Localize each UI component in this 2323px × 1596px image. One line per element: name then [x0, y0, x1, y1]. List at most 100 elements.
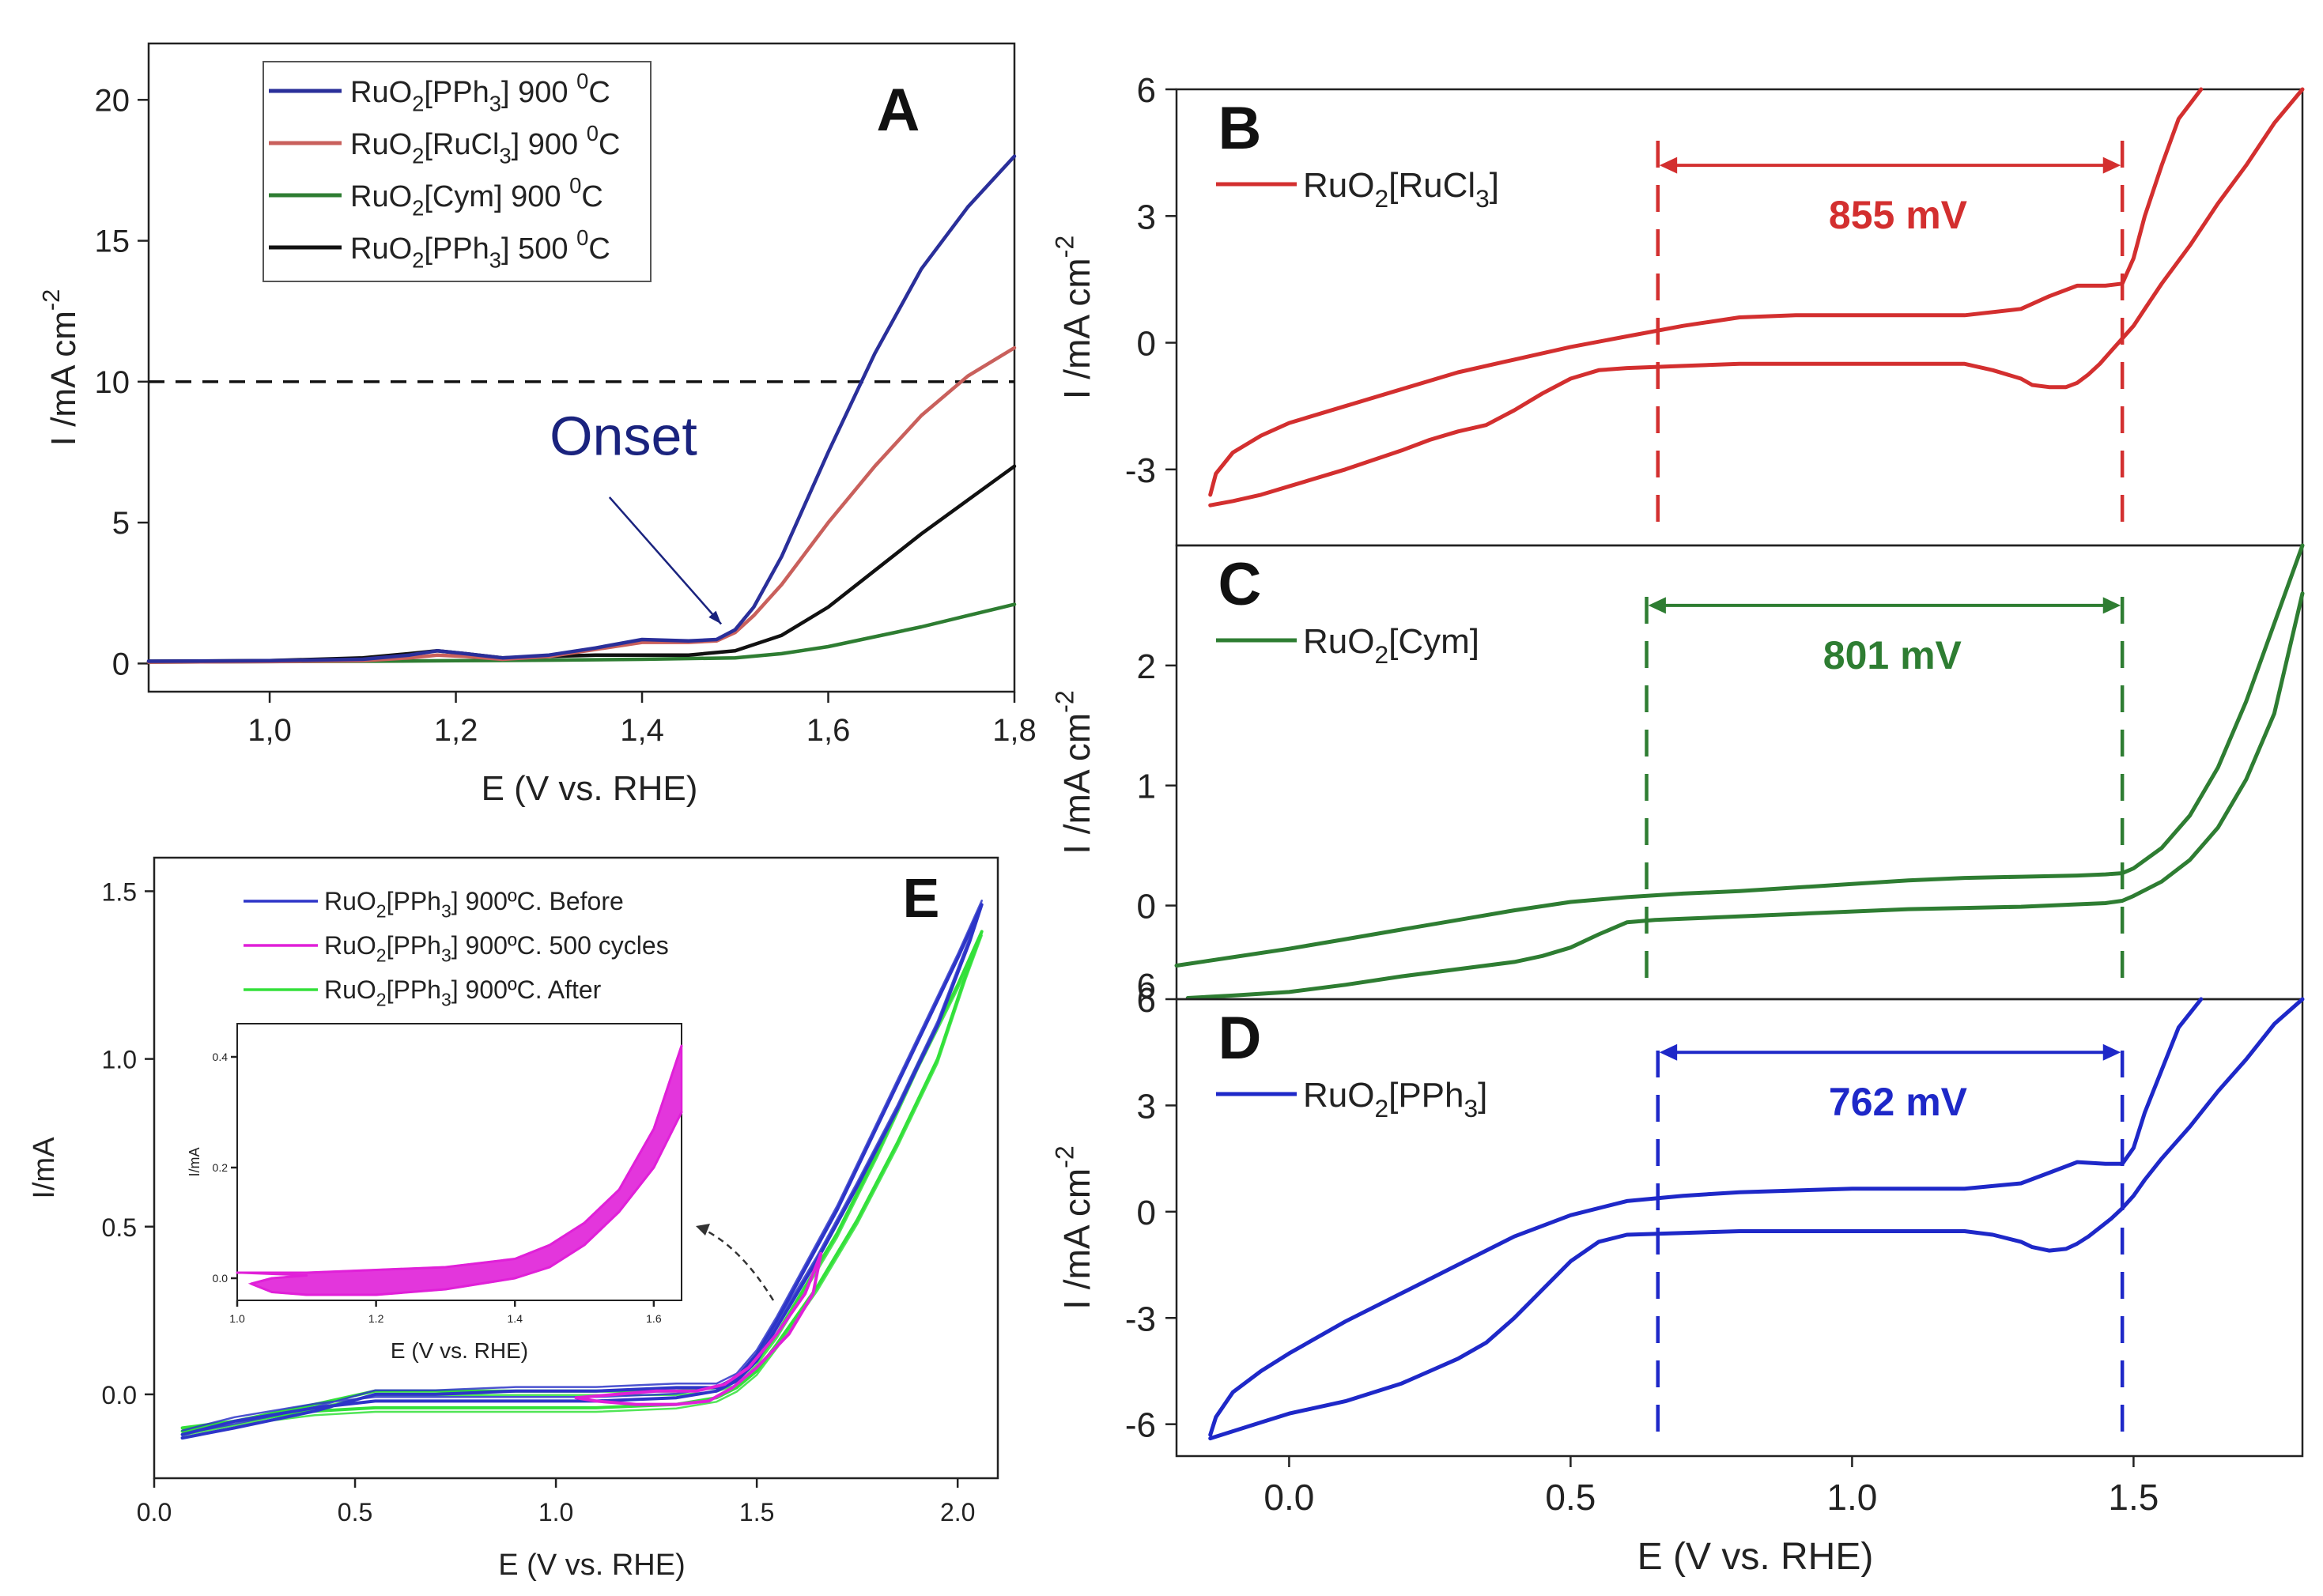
- series-line: [146, 464, 1017, 663]
- y-tick-label: 2: [1137, 647, 1156, 686]
- y-tick-label: 5: [112, 506, 130, 541]
- plot-frame: [153, 856, 999, 1480]
- window-arrowhead: [1648, 597, 1666, 614]
- window-label: 762 mV: [1829, 1080, 1968, 1124]
- x-tick-label: 1,2: [434, 713, 478, 748]
- y-tick-label: 0: [1137, 888, 1156, 926]
- legend-entry: RuO2[PPh3] 900ºC. Before: [324, 887, 624, 922]
- inset-x-tick-label: 1.0: [229, 1312, 245, 1325]
- panel-letter-e: E: [903, 867, 940, 929]
- x-tick-label: 1.5: [2108, 1477, 2159, 1518]
- y-axis-label-text: I /mA cm-2: [1050, 1145, 1097, 1310]
- panel-letter-a: A: [877, 77, 920, 144]
- plot-frame: [1175, 544, 2304, 1001]
- series-line: [574, 1251, 823, 1406]
- inset-series-line: [250, 1111, 683, 1296]
- window-arrowhead: [2102, 157, 2121, 174]
- x-tick-label: 1,0: [247, 713, 292, 748]
- panel-letter-c: C: [1218, 551, 1262, 618]
- y-tick-label: -6: [1125, 1406, 1156, 1445]
- x-tick-label: 0.5: [338, 1498, 372, 1526]
- panel-d: -6 -3 0 3 6 I /mA cm-2 762 mV RuO2[PPh3] D 0.0 0.5…: [1050, 981, 2305, 1578]
- panel-letter-b: B: [1218, 95, 1262, 162]
- inset-pointer-arrowhead: [696, 1224, 710, 1236]
- legend-entry: RuO2[PPh3] 900ºC. After: [324, 975, 602, 1010]
- y-axis-label: I /mA cm-2: [1050, 236, 1097, 400]
- onset-label: Onset: [550, 406, 697, 467]
- panel-e: 0.0 0.5 1.0 1.5 0.0 0.5 1.0 1.5 2.0 E (V vs. RHE)…: [28, 856, 999, 1582]
- plot-frame: [1175, 998, 2304, 1458]
- y-tick-label: 1: [1137, 768, 1156, 806]
- series-line: [180, 903, 984, 1440]
- x-axis-label: E (V vs. RHE): [498, 1549, 685, 1582]
- y-axis-label: I /mA cm-2: [1050, 1145, 1097, 1310]
- x-tick-label: 1.0: [538, 1498, 573, 1526]
- series-line: [1208, 997, 2305, 1441]
- inset-y-axis-label: I/mA: [187, 1147, 202, 1176]
- inset-series-line: [236, 1044, 683, 1274]
- x-tick-label: 1,6: [806, 713, 851, 748]
- inset-y-tick-label: 0.2: [213, 1161, 229, 1174]
- y-axis-label-text: I /mA cm-2: [37, 289, 83, 447]
- y-tick-label: 0.5: [102, 1213, 137, 1242]
- inset-pointer-arrow: [699, 1226, 775, 1301]
- series-line: [146, 345, 1017, 664]
- window-label: 855 mV: [1829, 193, 1968, 237]
- y-axis-label-text: I/mA: [28, 1137, 61, 1199]
- window-arrowhead: [1659, 157, 1678, 174]
- y-tick-label: 0: [1137, 325, 1156, 364]
- x-tick-label: 1,8: [992, 713, 1037, 748]
- series-line-shadow: [181, 934, 983, 1436]
- y-axis-label: I /mA cm-2: [37, 289, 83, 447]
- legend-entry: RuO2[PPh3] 900ºC. 500 cycles: [324, 931, 669, 966]
- y-tick-label: 6: [1137, 71, 1156, 110]
- y-tick-label: 0: [112, 647, 130, 681]
- panel-a: 0 5 10 15 20 1,0 1,2 1,4 1,6 1,8 E (V vs. RHE) I /m…: [37, 42, 1037, 808]
- inset-y-tick-label: 0.4: [213, 1051, 229, 1063]
- y-tick-label: 1.5: [102, 877, 137, 906]
- window-arrowhead: [2102, 1043, 2121, 1061]
- plot-frame: [147, 42, 1016, 693]
- inset-x-axis-label: E (V vs. RHE): [391, 1338, 528, 1363]
- inset-plot: 0.0 0.2 0.4 1.0 1.2 1.4 1.6 E (V vs. RHE) I/mA: [187, 1023, 683, 1363]
- legend-entry: RuO2[RuCl3] 900 0C: [350, 121, 620, 168]
- x-tick-label: 2.0: [940, 1498, 975, 1526]
- y-axis-label-text: I /mA cm-2: [1050, 690, 1097, 855]
- legend-entry: RuO2[Cym]: [1303, 622, 1479, 669]
- y-tick-label: 10: [95, 365, 130, 400]
- legend-entry: RuO2[Cym] 900 0C: [350, 173, 603, 221]
- legend-entry: RuO2[RuCl3]: [1303, 166, 1499, 213]
- y-tick-label: 6: [1137, 981, 1156, 1020]
- x-tick-label: 1,4: [620, 713, 664, 748]
- series-line: [1208, 997, 2204, 1437]
- y-axis-label-text: I /mA cm-2: [1050, 236, 1097, 400]
- x-axis-label: E (V vs. RHE): [1637, 1536, 1874, 1578]
- window-arrowhead: [1659, 1043, 1678, 1061]
- x-tick-label: 0.0: [137, 1498, 172, 1526]
- x-axis-label: E (V vs. RHE): [482, 769, 698, 808]
- y-tick-label: -3: [1125, 1300, 1156, 1338]
- legend-entry: RuO2[PPh3] 900 0C: [350, 69, 610, 115]
- y-tick-label: 0: [1137, 1194, 1156, 1232]
- window-label: 801 mV: [1823, 633, 1962, 677]
- inset-y-tick-label: 0.0: [213, 1272, 229, 1285]
- series-line: [1208, 87, 2204, 497]
- y-axis-label: I /mA cm-2: [1050, 690, 1097, 855]
- inset-x-tick-label: 1.4: [508, 1312, 523, 1325]
- series-line: [1174, 543, 2305, 968]
- x-tick-label: 0.5: [1545, 1477, 1596, 1518]
- series-line: [1208, 87, 2305, 507]
- y-tick-label: 0.0: [102, 1381, 137, 1409]
- y-tick-label: -3: [1125, 451, 1156, 490]
- y-axis-label: I/mA: [28, 1137, 61, 1199]
- y-tick-label-bottom: 6: [1137, 967, 1156, 1006]
- inset-y-axis-label-text: I/mA: [187, 1147, 202, 1176]
- panel-c: 0 1 2 6 I /mA cm-2 801 mV RuO2[Cym] C: [1050, 543, 2305, 1006]
- y-tick-label: 3: [1137, 198, 1156, 236]
- onset-arrow: [608, 496, 723, 625]
- x-tick-label: 1.5: [739, 1498, 774, 1526]
- legend-entry: RuO2[PPh3] 500 0C: [350, 225, 610, 273]
- y-tick-label: 1.0: [102, 1046, 137, 1074]
- series-line: [146, 154, 1017, 663]
- x-tick-label: 0.0: [1263, 1477, 1314, 1518]
